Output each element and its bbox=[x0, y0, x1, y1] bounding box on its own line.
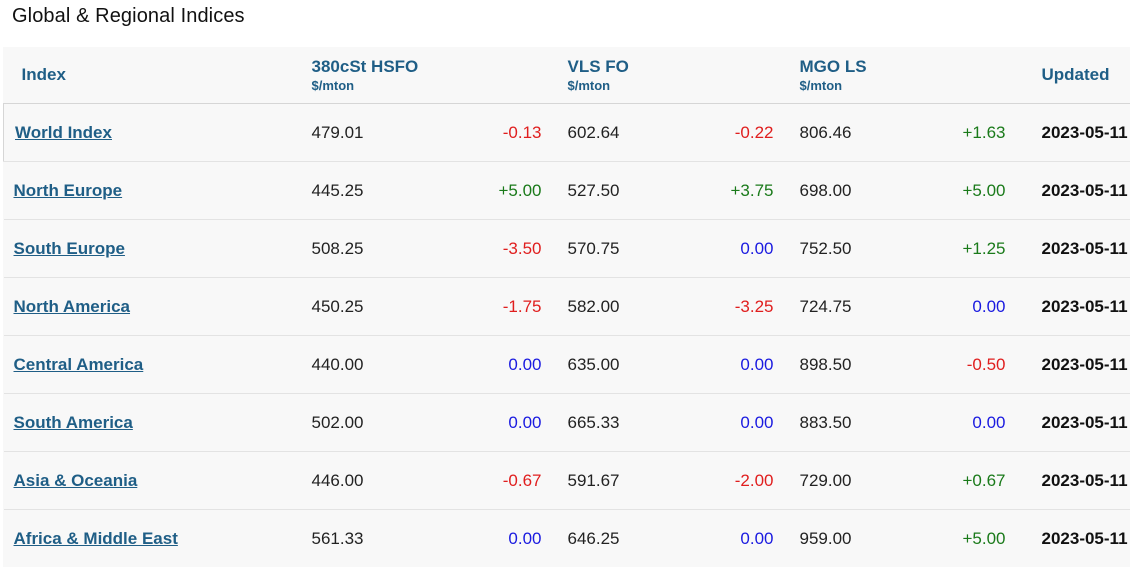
mgo-price: 898.50 bbox=[773, 335, 894, 394]
vlsfo-change: +3.75 bbox=[661, 161, 774, 220]
updated-date: 2023-05-11 bbox=[1041, 528, 1128, 548]
hsfo-price: 446.00 bbox=[309, 451, 430, 510]
indices-table-panel: Index 380cSt HSFO $/mton VLS FO $/mton M… bbox=[3, 47, 1130, 567]
header-vlsfo-label: VLS FO bbox=[567, 57, 629, 76]
header-mgo-label: MGO LS bbox=[799, 57, 867, 76]
hsfo-change: +5.00 bbox=[429, 161, 542, 220]
hsfo-change: 0.00 bbox=[508, 528, 542, 548]
region-link-north-america[interactable]: North America bbox=[13, 296, 131, 316]
hsfo-change: -0.13 bbox=[429, 103, 542, 162]
mgo-price: 883.50 bbox=[773, 393, 894, 452]
indices-table: Index 380cSt HSFO $/mton VLS FO $/mton M… bbox=[3, 47, 1130, 567]
row-name-cell: South America bbox=[3, 393, 310, 452]
header-hsfo-change bbox=[429, 47, 542, 104]
updated-date: 2023-05-11 bbox=[1005, 393, 1130, 452]
hsfo-change: 0.00 bbox=[429, 335, 542, 394]
vlsfo-price: 527.50 bbox=[541, 161, 662, 220]
mgo-change: +5.00 bbox=[893, 161, 1006, 220]
row-name-cell: North America bbox=[3, 277, 310, 336]
hsfo-price: 479.01 bbox=[309, 103, 430, 162]
region-link-world-index[interactable]: World Index bbox=[15, 122, 112, 142]
mgo-price: 724.75 bbox=[773, 277, 894, 336]
table-row: South Europe 508.25 -3.50 570.75 0.00 75… bbox=[3, 219, 1130, 278]
updated-date: 2023-05-11 bbox=[1005, 335, 1130, 394]
region-link-asia-oceania[interactable]: Asia & Oceania bbox=[13, 470, 138, 490]
hsfo-change: -3.50 bbox=[429, 219, 542, 278]
vlsfo-change: 0.00 bbox=[740, 528, 774, 548]
mgo-change: +0.67 bbox=[893, 451, 1006, 510]
region-link-south-europe[interactable]: South Europe bbox=[13, 238, 125, 258]
mgo-price: 959.00 bbox=[799, 528, 852, 548]
updated-date: 2023-05-11 bbox=[1005, 219, 1130, 278]
mgo-price: 698.00 bbox=[773, 161, 894, 220]
vlsfo-change: -0.22 bbox=[661, 103, 774, 162]
hsfo-change: -0.67 bbox=[429, 451, 542, 510]
header-vlsfo-unit: $/mton bbox=[567, 78, 611, 93]
mgo-change: 0.00 bbox=[893, 277, 1006, 336]
vlsfo-price: 665.33 bbox=[541, 393, 662, 452]
mgo-price: 806.46 bbox=[773, 103, 894, 162]
hsfo-price: 502.00 bbox=[309, 393, 430, 452]
row-name-cell: Central America bbox=[3, 335, 310, 394]
updated-date: 2023-05-11 bbox=[1005, 161, 1130, 220]
updated-date: 2023-05-11 bbox=[1005, 451, 1130, 510]
vlsfo-price: 602.64 bbox=[541, 103, 662, 162]
header-hsfo: 380cSt HSFO $/mton bbox=[309, 47, 430, 104]
updated-date: 2023-05-11 bbox=[1005, 277, 1130, 336]
mgo-price: 729.00 bbox=[773, 451, 894, 510]
table-row: South America 502.00 0.00 665.33 0.00 88… bbox=[3, 393, 1130, 452]
mgo-change: +1.25 bbox=[893, 219, 1006, 278]
header-updated: Updated bbox=[1005, 47, 1130, 104]
row-name-cell: North Europe bbox=[3, 161, 310, 220]
header-hsfo-unit: $/mton bbox=[311, 78, 355, 93]
hsfo-price: 450.25 bbox=[309, 277, 430, 336]
region-link-north-europe[interactable]: North Europe bbox=[13, 180, 123, 200]
table-row: North Europe 445.25 +5.00 527.50 +3.75 6… bbox=[3, 161, 1130, 220]
row-name-cell: Asia & Oceania bbox=[3, 451, 310, 510]
vlsfo-change: 0.00 bbox=[661, 393, 774, 452]
header-mgo-unit: $/mton bbox=[799, 78, 843, 93]
header-index: Index bbox=[3, 47, 310, 104]
vlsfo-change: 0.00 bbox=[661, 219, 774, 278]
mgo-change: 0.00 bbox=[893, 393, 1006, 452]
header-vlsfo: VLS FO $/mton bbox=[541, 47, 662, 104]
table-row: Africa & Middle East 561.33 0.00 646.25 … bbox=[4, 510, 1130, 567]
vlsfo-price: 582.00 bbox=[541, 277, 662, 336]
table-row: Asia & Oceania 446.00 -0.67 591.67 -2.00… bbox=[3, 451, 1130, 510]
page-title: Global & Regional Indices bbox=[12, 5, 245, 27]
table-row: North America 450.25 -1.75 582.00 -3.25 … bbox=[3, 277, 1130, 336]
row-name-cell: South Europe bbox=[3, 219, 310, 278]
hsfo-price: 508.25 bbox=[309, 219, 430, 278]
vlsfo-change: -2.00 bbox=[661, 451, 774, 510]
region-link-africa-middle-east[interactable]: Africa & Middle East bbox=[13, 528, 178, 548]
region-link-south-america[interactable]: South America bbox=[13, 412, 133, 432]
hsfo-price: 561.33 bbox=[311, 528, 364, 548]
mgo-price: 752.50 bbox=[773, 219, 894, 278]
vlsfo-change: 0.00 bbox=[661, 335, 774, 394]
table-row: Central America 440.00 0.00 635.00 0.00 … bbox=[3, 335, 1130, 394]
vlsfo-price: 591.67 bbox=[541, 451, 662, 510]
table-row: World Index 479.01 -0.13 602.64 -0.22 80… bbox=[3, 103, 1130, 162]
vlsfo-change: -3.25 bbox=[661, 277, 774, 336]
header-vlsfo-change bbox=[661, 47, 774, 104]
vlsfo-price: 570.75 bbox=[541, 219, 662, 278]
mgo-change: +5.00 bbox=[962, 528, 1006, 548]
table-header-row: Index 380cSt HSFO $/mton VLS FO $/mton M… bbox=[3, 47, 1130, 104]
row-name-cell: World Index bbox=[3, 103, 310, 162]
hsfo-price: 445.25 bbox=[309, 161, 430, 220]
header-mgo-change bbox=[893, 47, 1006, 104]
vlsfo-price: 635.00 bbox=[541, 335, 662, 394]
header-mgo: MGO LS $/mton bbox=[773, 47, 894, 104]
updated-date: 2023-05-11 bbox=[1005, 103, 1130, 162]
row-name-cell: Africa & Middle East bbox=[4, 510, 310, 567]
hsfo-price: 440.00 bbox=[309, 335, 430, 394]
header-hsfo-label: 380cSt HSFO bbox=[311, 57, 419, 76]
mgo-change: +1.63 bbox=[893, 103, 1006, 162]
mgo-change: -0.50 bbox=[893, 335, 1006, 394]
hsfo-change: -1.75 bbox=[429, 277, 542, 336]
vlsfo-price: 646.25 bbox=[567, 528, 620, 548]
region-link-central-america[interactable]: Central America bbox=[13, 354, 144, 374]
hsfo-change: 0.00 bbox=[429, 393, 542, 452]
